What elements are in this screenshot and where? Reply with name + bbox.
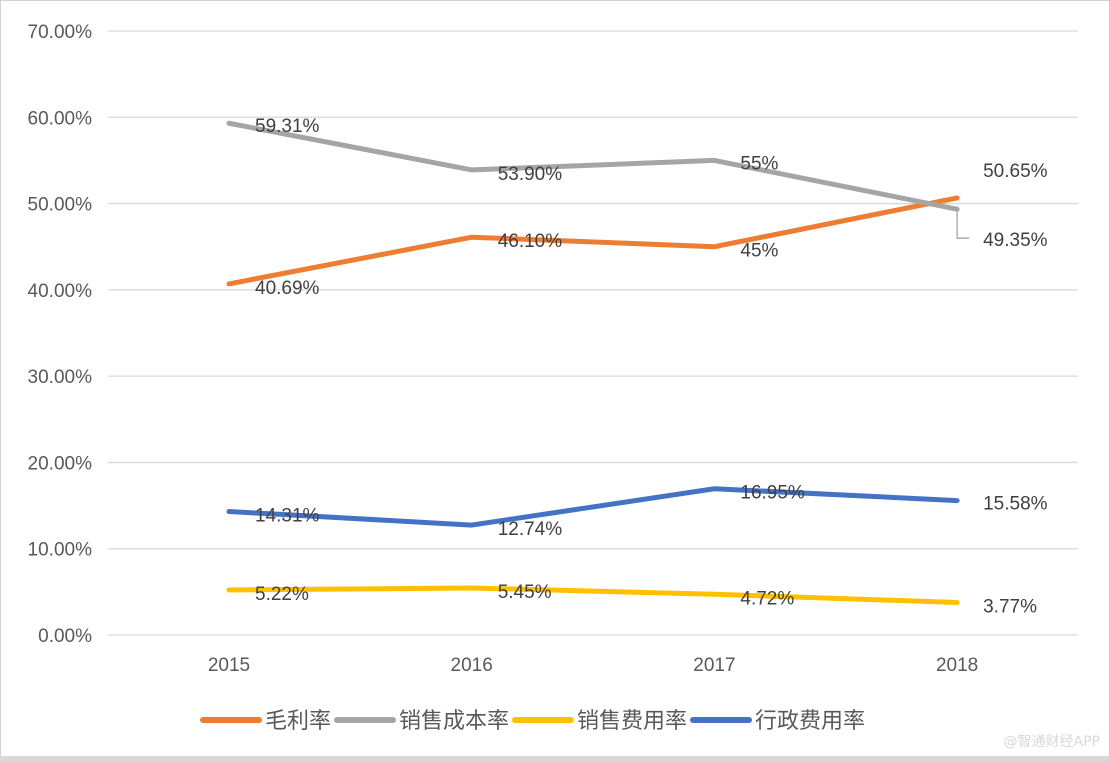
x-tick-label: 2015 <box>208 655 250 676</box>
bottom-bar <box>0 756 1110 761</box>
y-tick-label: 30.00% <box>28 367 93 388</box>
series-line-3 <box>226 486 960 528</box>
data-label: 50.65% <box>983 161 1048 182</box>
y-tick-label: 0.00% <box>38 626 92 647</box>
x-tick-label: 2018 <box>936 655 978 676</box>
data-label: 14.31% <box>255 506 320 527</box>
data-label: 3.77% <box>983 596 1037 617</box>
data-label: 59.31% <box>255 116 320 137</box>
data-label: 15.58% <box>983 494 1048 515</box>
y-tick-label: 20.00% <box>28 453 93 474</box>
y-tick-label: 10.00% <box>28 540 93 561</box>
data-label: 53.90% <box>498 164 563 185</box>
data-label: 55% <box>740 153 778 174</box>
data-label: 16.95% <box>740 483 805 504</box>
data-label: 49.35% <box>983 230 1048 251</box>
legend-label: 销售费用率 <box>577 709 687 734</box>
data-label: 46.10% <box>498 231 563 252</box>
leader-line <box>956 211 970 239</box>
legend-label: 行政费用率 <box>755 709 865 734</box>
y-tick-label: 60.00% <box>28 108 93 129</box>
y-tick-label: 40.00% <box>28 281 93 302</box>
data-label: 5.22% <box>255 584 309 605</box>
data-label: 45% <box>740 241 778 262</box>
data-label: 5.45% <box>498 582 552 603</box>
y-tick-label: 70.00% <box>28 22 93 43</box>
series-line-1 <box>226 120 960 212</box>
data-label: 40.69% <box>255 278 320 299</box>
legend-label: 销售成本率 <box>399 709 509 734</box>
data-label: 12.74% <box>498 519 563 540</box>
data-label: 4.72% <box>740 588 794 609</box>
y-tick-label: 50.00% <box>28 195 93 216</box>
x-tick-label: 2017 <box>693 655 735 676</box>
series-line-0 <box>226 195 960 287</box>
legend-label: 毛利率 <box>265 709 331 734</box>
watermark: @智通财经APP <box>1003 734 1100 750</box>
series-line-2 <box>226 585 960 605</box>
x-tick-label: 2016 <box>451 655 493 676</box>
